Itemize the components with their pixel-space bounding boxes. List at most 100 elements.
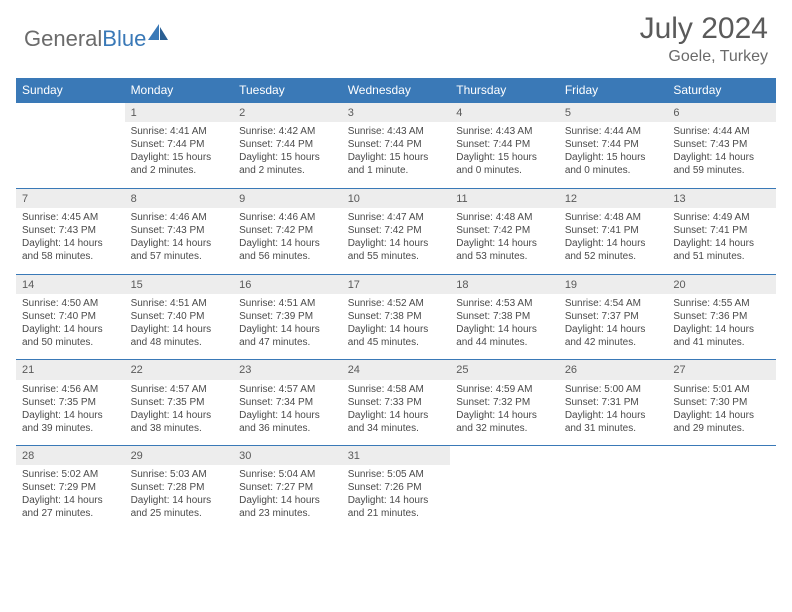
- sunrise-line: Sunrise: 5:03 AM: [131, 468, 228, 481]
- day-cell: Sunrise: 4:57 AMSunset: 7:35 PMDaylight:…: [125, 380, 234, 446]
- sunrise-line: Sunrise: 4:58 AM: [348, 383, 445, 396]
- sunrise-line: Sunrise: 4:53 AM: [456, 297, 553, 310]
- day-cell: Sunrise: 4:51 AMSunset: 7:39 PMDaylight:…: [233, 294, 342, 360]
- daylight-line: Daylight: 14 hours and 41 minutes.: [673, 323, 770, 349]
- weekday-header: Friday: [559, 78, 668, 103]
- sunset-line: Sunset: 7:36 PM: [673, 310, 770, 323]
- day-cell: Sunrise: 4:52 AMSunset: 7:38 PMDaylight:…: [342, 294, 451, 360]
- daynum-row: 78910111213: [16, 188, 776, 208]
- day-number: 3: [342, 103, 451, 123]
- logo-part2: Blue: [102, 26, 146, 51]
- day-number: 12: [559, 188, 668, 208]
- sunset-line: Sunset: 7:34 PM: [239, 396, 336, 409]
- sunset-line: Sunset: 7:38 PM: [456, 310, 553, 323]
- sunset-line: Sunset: 7:31 PM: [565, 396, 662, 409]
- content-row: Sunrise: 4:45 AM Sunset: 7:43 PM Daylight:…: [16, 208, 776, 274]
- day-number: 22: [125, 360, 234, 380]
- sunrise-line: Sunrise: 4:46 AM: [131, 211, 228, 224]
- sunset-line: Sunset: 7:29 PM: [22, 481, 119, 494]
- daylight-line: Daylight: 14 hours and 32 minutes.: [456, 409, 553, 435]
- daylight-line: Daylight: 15 hours and 1 minute.: [348, 151, 445, 177]
- logo-text: GeneralBlue: [24, 26, 146, 52]
- daylight-line: Daylight: 14 hours and 34 minutes.: [348, 409, 445, 435]
- sunset-line: Sunset: 7:26 PM: [348, 481, 445, 494]
- day-number: 8: [125, 188, 234, 208]
- day-number: 21: [16, 360, 125, 380]
- day-cell: Sunrise: 4:42 AMSunset: 7:44 PMDaylight:…: [233, 122, 342, 188]
- daylight-line: Daylight: 14 hours and 59 minutes.: [673, 151, 770, 177]
- day-cell: Sunrise: 4:48 AMSunset: 7:41 PMDaylight:…: [559, 208, 668, 274]
- empty-cell: [16, 122, 125, 188]
- day-cell: Sunrise: 4:47 AMSunset: 7:42 PMDaylight:…: [342, 208, 451, 274]
- sunrise-line: Sunrise: 4:45 AM: [22, 211, 119, 224]
- daylight-line: Daylight: 14 hours and 23 minutes.: [239, 494, 336, 520]
- daylight-line: Daylight: 14 hours and 55 minutes.: [348, 237, 445, 263]
- sunset-line: Sunset: 7:42 PM: [239, 224, 336, 237]
- sunset-line: Sunset: 7:40 PM: [22, 310, 119, 323]
- day-number: 19: [559, 274, 668, 294]
- sunset-line: Sunset: 7:43 PM: [131, 224, 228, 237]
- daylight-line: Daylight: 14 hours and 53 minutes.: [456, 237, 553, 263]
- daylight-line: Daylight: 14 hours and 21 minutes.: [348, 494, 445, 520]
- day-number: 13: [667, 188, 776, 208]
- empty-cell: [559, 465, 668, 531]
- sunrise-line: Sunrise: 4:57 AM: [239, 383, 336, 396]
- daynum-row: 14151617181920: [16, 274, 776, 294]
- calendar-body: 123456Sunrise: 4:41 AMSunset: 7:44 PMDay…: [16, 103, 776, 532]
- daylight-line: Daylight: 14 hours and 50 minutes.: [22, 323, 119, 349]
- day-cell: Sunrise: 4:45 AMSunset: 7:43 PMDaylight:…: [16, 208, 125, 274]
- daylight-line: Daylight: 14 hours and 47 minutes.: [239, 323, 336, 349]
- day-number: 11: [450, 188, 559, 208]
- day-cell: Sunrise: 4:43 AMSunset: 7:44 PMDaylight:…: [450, 122, 559, 188]
- location-label: Goele, Turkey: [640, 48, 768, 66]
- sunrise-line: Sunrise: 4:43 AM: [456, 125, 553, 138]
- day-number: 2: [233, 103, 342, 123]
- sunrise-line: Sunrise: 5:02 AM: [22, 468, 119, 481]
- empty-cell: [450, 446, 559, 466]
- daylight-line: Daylight: 15 hours and 2 minutes.: [131, 151, 228, 177]
- day-cell: Sunrise: 4:44 AMSunset: 7:44 PMDaylight:…: [559, 122, 668, 188]
- sunrise-line: Sunrise: 4:47 AM: [348, 211, 445, 224]
- weekday-header-row: Sunday Monday Tuesday Wednesday Thursday…: [16, 78, 776, 103]
- sunrise-line: Sunrise: 4:46 AM: [239, 211, 336, 224]
- sunset-line: Sunset: 7:44 PM: [239, 138, 336, 151]
- day-cell: Sunrise: 5:02 AMSunset: 7:29 PMDaylight:…: [16, 465, 125, 531]
- day-number: 10: [342, 188, 451, 208]
- sunset-line: Sunset: 7:39 PM: [239, 310, 336, 323]
- day-number: 30: [233, 446, 342, 466]
- sunrise-line: Sunrise: 5:01 AM: [673, 383, 770, 396]
- sunrise-line: Sunrise: 4:41 AM: [131, 125, 228, 138]
- day-number: 28: [16, 446, 125, 466]
- daylight-line: Daylight: 15 hours and 2 minutes.: [239, 151, 336, 177]
- sunrise-line: Sunrise: 5:00 AM: [565, 383, 662, 396]
- calendar-table: Sunday Monday Tuesday Wednesday Thursday…: [16, 78, 776, 531]
- day-cell: Sunrise: 4:58 AMSunset: 7:33 PMDaylight:…: [342, 380, 451, 446]
- day-number: 20: [667, 274, 776, 294]
- day-cell: Sunrise: 4:50 AMSunset: 7:40 PMDaylight:…: [16, 294, 125, 360]
- sunrise-line: Sunrise: 4:48 AM: [565, 211, 662, 224]
- sunset-line: Sunset: 7:42 PM: [456, 224, 553, 237]
- sunset-line: Sunset: 7:41 PM: [673, 224, 770, 237]
- sunset-line: Sunset: 7:38 PM: [348, 310, 445, 323]
- sunset-line: Sunset: 7:41 PM: [565, 224, 662, 237]
- weekday-header: Wednesday: [342, 78, 451, 103]
- sunset-line: Sunset: 7:44 PM: [131, 138, 228, 151]
- sunset-line: Sunset: 7:30 PM: [673, 396, 770, 409]
- sunset-line: Sunset: 7:28 PM: [131, 481, 228, 494]
- sunset-line: Sunset: 7:44 PM: [348, 138, 445, 151]
- daylight-line: Daylight: 14 hours and 56 minutes.: [239, 237, 336, 263]
- daylight-line: Daylight: 14 hours and 44 minutes.: [456, 323, 553, 349]
- sunrise-line: Sunrise: 4:59 AM: [456, 383, 553, 396]
- day-cell: Sunrise: 4:41 AMSunset: 7:44 PMDaylight:…: [125, 122, 234, 188]
- daylight-line: Daylight: 14 hours and 48 minutes.: [131, 323, 228, 349]
- daylight-line: Daylight: 14 hours and 58 minutes.: [22, 237, 119, 263]
- daylight-line: Daylight: 14 hours and 52 minutes.: [565, 237, 662, 263]
- daylight-line: Daylight: 15 hours and 0 minutes.: [456, 151, 553, 177]
- sunset-line: Sunset: 7:44 PM: [565, 138, 662, 151]
- day-cell: Sunrise: 4:57 AMSunset: 7:34 PMDaylight:…: [233, 380, 342, 446]
- day-cell: Sunrise: 4:51 AMSunset: 7:40 PMDaylight:…: [125, 294, 234, 360]
- daylight-line: Daylight: 14 hours and 38 minutes.: [131, 409, 228, 435]
- day-cell: Sunrise: 5:04 AMSunset: 7:27 PMDaylight:…: [233, 465, 342, 531]
- weekday-header: Sunday: [16, 78, 125, 103]
- title-block: July 2024 Goele, Turkey: [640, 12, 768, 66]
